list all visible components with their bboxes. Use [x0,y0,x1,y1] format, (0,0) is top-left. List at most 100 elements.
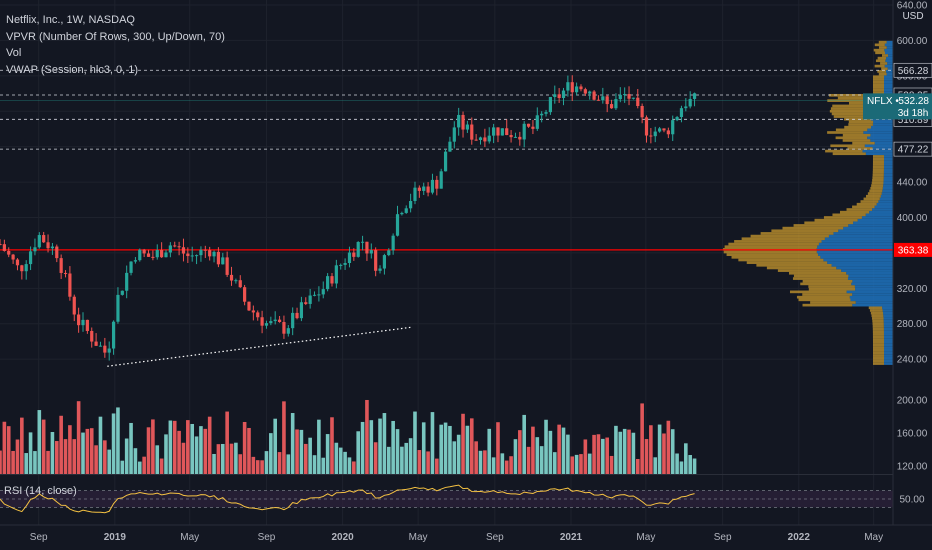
candle-body [277,319,282,323]
candle-body [474,139,478,141]
vpvr-down-row [872,340,884,344]
price-axis[interactable] [893,0,932,525]
vpvr-down-row [832,213,866,217]
candle-body [548,96,553,113]
rsi-band [0,490,893,508]
vpvr-up-row [848,274,893,278]
time-axis[interactable]: Sep 2019 May Sep 2020 May Sep 2021 May Sep 2022 May [30,532,883,543]
vpvr-up-row [884,88,893,92]
candle-body [168,245,172,253]
price-tick-label: 400.00 [897,213,928,224]
vpvr-down-row [872,362,884,365]
volume-bar [557,424,561,474]
volume-bar [544,419,548,474]
ticker-symbol: NFLX • [867,96,899,107]
volume-bar [662,433,666,474]
vpvr-down-row [808,287,856,291]
vpvr-up-row [883,176,893,179]
vpvr-up-row [873,120,893,124]
volume-bar [465,425,470,474]
volume-bar [295,429,299,474]
volume-bar [618,431,623,474]
vpvr-up-row [861,216,893,219]
vpvr-up-row [871,125,893,129]
volume-bar [24,453,29,474]
symbol-title[interactable]: Netflix, Inc., 1W, NASDAQ [6,14,135,26]
candle-body [208,250,212,257]
candle-body [181,247,186,254]
volume-indicator[interactable]: Vol [6,47,22,59]
candle-body [465,124,470,130]
vpvr-down-row [798,298,851,302]
candle-body [627,94,631,99]
candle-body [526,123,531,127]
price-tick-label: 640.00 [897,1,928,12]
candle-body [439,171,443,189]
candle-body [531,126,535,129]
vpvr-up-row [846,271,893,275]
volume-bar [456,434,461,474]
candle-body [37,235,41,248]
vpvr-up-row [852,279,893,283]
price-tick-label: 440.00 [897,178,928,189]
vpvr-up-row [828,234,893,238]
vpvr-up-row [865,152,893,156]
rsi-line [0,484,695,514]
vwap-indicator[interactable]: VWAP (Session, hlc3, 0, 1) [6,63,139,76]
volume-bar [308,437,312,474]
time-tick-label: 2020 [331,532,354,543]
vpvr-down-row [844,125,872,129]
vpvr-down-row [872,176,884,179]
vpvr-up-row [879,197,893,201]
vpvr-down-row [872,346,884,349]
volume-bar [496,422,500,474]
chart-legend: Netflix, Inc., 1W, NASDAQ VPVR (Number O… [6,12,225,78]
volume-bar [644,439,649,474]
volume-bar [164,434,168,474]
volume-bar [172,420,177,474]
vpvr-down-row [873,83,884,87]
vpvr-indicator[interactable]: VPVR (Number Of Rows, 300, Up/Down, 70) [6,30,225,43]
candle-body [369,250,373,254]
vpvr-down-row [852,205,875,209]
volume-bar [509,456,513,474]
candle-body [243,287,247,302]
vpvr-down-row [878,46,887,49]
volume-bar [596,434,601,474]
volume-bar [373,442,378,474]
rsi-indicator[interactable]: RSI (14, close) [4,485,77,497]
volume-bar [63,439,68,474]
volume-bar [190,423,195,474]
price-tick-label: 280.00 [897,319,928,330]
candle-body [146,253,151,257]
vpvr-up-row [880,194,893,198]
candle-body [535,115,539,129]
volume-bar [452,441,457,474]
vpvr-down-row [810,301,856,304]
vpvr-down-row [877,70,886,73]
volume-bar [216,444,221,474]
candle-body [111,321,116,349]
volume-bar [491,457,496,474]
vpvr-down-row [863,197,880,201]
vpvr-up-row [852,303,893,307]
volume-bar [277,452,282,474]
vpvr-up-row [846,290,893,294]
volume-bar [181,442,186,474]
vpvr-down-row [782,226,844,230]
vpvr-up-row [827,261,893,264]
vpvr-down-row [829,109,865,113]
volume-bar [631,432,636,474]
vpvr-up-row [843,226,893,230]
vpvr-down-row [848,123,873,126]
vpvr-down-row [771,229,839,233]
volume-bar [609,455,614,474]
candle-body [561,90,566,99]
vpvr-up-row [862,149,893,153]
candle-body [404,208,408,213]
volume-bar [225,411,229,474]
candle-body [592,91,596,100]
volume-bar [552,452,557,474]
vpvr-down-row [873,80,884,84]
